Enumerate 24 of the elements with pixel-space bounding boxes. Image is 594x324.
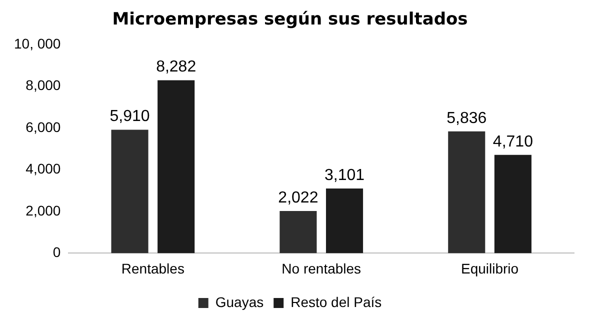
data-label: 8,282 [156, 58, 196, 76]
bar [280, 210, 317, 254]
data-label: 5,910 [110, 108, 150, 126]
bar [111, 130, 148, 254]
legend-label: Guayas [215, 294, 264, 310]
bar [326, 188, 364, 254]
x-tick-label: Equilibrio [460, 260, 519, 276]
y-tick-label: 2,000 [26, 202, 61, 218]
y-tick-label: 4,000 [26, 160, 61, 177]
y-tick-label: 0 [52, 244, 61, 260]
data-label: 2,022 [278, 189, 318, 206]
bar [494, 154, 532, 254]
x-tick-label: Rentables [121, 260, 184, 276]
y-tick-label: 6,000 [26, 118, 61, 135]
data-label: 5,836 [446, 110, 487, 127]
data-label: 4,710 [492, 133, 534, 150]
y-tick-label: 10, 000 [14, 35, 61, 52]
x-tick-label: No rentables [282, 260, 362, 276]
bar [158, 80, 195, 254]
chart-title: Microempresas según sus resultados [112, 10, 468, 30]
data-label: 3,101 [324, 166, 365, 184]
legend-label: Resto del País [290, 294, 382, 310]
y-tick-label: 8,000 [26, 77, 61, 94]
bar [448, 131, 486, 254]
